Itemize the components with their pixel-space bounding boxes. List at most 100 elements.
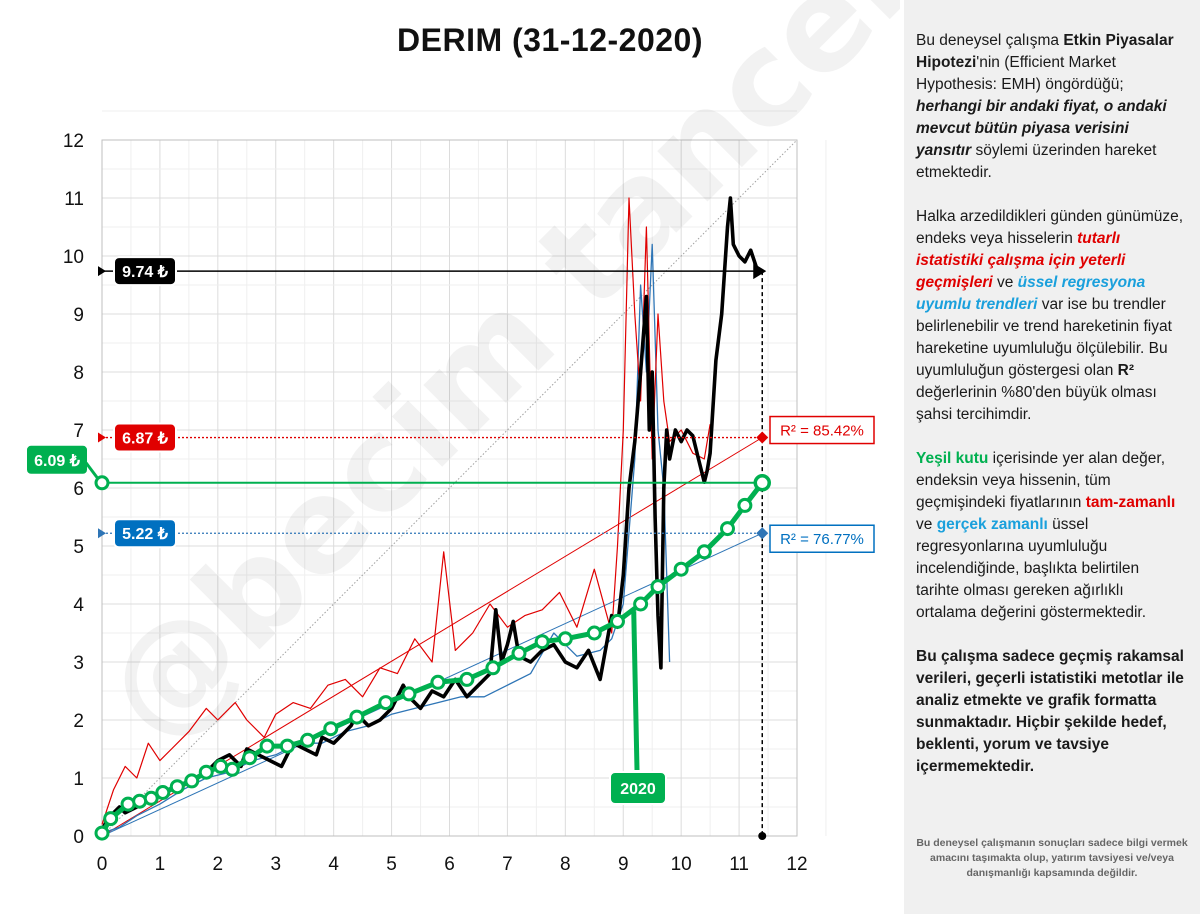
r2-label-blue-text: R² = 76.77% [780,531,864,548]
red-end-marker [756,431,769,444]
y-tick-label: 4 [73,595,84,616]
chart-title: DERIM (31-12-2020) [397,22,703,58]
y-tick-label: 8 [73,363,84,384]
text-green-highlight: Yeşil kutu [916,450,989,467]
text: içerisinde yer alan değer, endeksin veya… [916,450,1166,511]
label-current-price-text: 9.74 ₺ [122,264,169,281]
paragraph-green-box: Yeşil kutu içerisinde yer alan değer, en… [916,448,1186,624]
diagonal-reference-line [101,139,798,837]
green-marker [586,625,602,641]
year-marker-label: 2020 [609,771,667,805]
label-blue-value: 5.22 ₺ [113,518,177,549]
paragraph-emh: Bu deneysel çalışma Etkin Piyasalar Hipo… [916,30,1186,184]
green-marker [155,785,171,800]
current-date-marker [758,832,767,840]
label-green-value: 6.09 ₺ [25,443,89,476]
green-marker [323,721,339,737]
year-marker-box [609,771,667,805]
year-marker-text: 2020 [620,781,656,798]
disclaimer: Bu deneysel çalışmanın sonuçları sadece … [916,837,1188,879]
x-tick-label: 3 [270,854,281,875]
y-tick-label: 3 [73,653,84,674]
x-tick-label: 12 [786,854,807,875]
green-marker [633,596,649,612]
x-tick-label: 8 [560,854,571,875]
label-green-value-box [25,443,89,476]
green-marker [511,645,527,661]
text: Bu deneysel çalışma [916,32,1064,49]
green-marker [224,761,240,777]
text: 'nin (Efficient Market Hypothesis: EMH) … [916,54,1124,93]
y-tick-label: 2 [73,711,84,732]
x-tick-label: 5 [386,854,397,875]
green-marker [720,521,735,537]
left-marker [98,432,106,443]
y-tick-label: 9 [73,305,84,326]
chart-area: DERIM (31-12-2020) @becim tancel 0 1 2 3 4 5 6 7… [25,0,900,875]
y-tick-label: 7 [73,421,84,442]
paragraph-notice: Bu çalışma sadece geçmiş rakamsal verile… [916,648,1184,775]
green-marker [94,825,110,841]
x-tick-label: 11 [729,854,749,875]
label-current-price-box [113,256,177,287]
x-tick-label: 10 [671,854,692,875]
x-tick-label: 1 [155,854,166,875]
y-tick-label: 1 [73,769,84,790]
text: söylemi üzerinden hareket etmektedir. [916,142,1157,181]
y-tick-label: 11 [64,189,84,210]
text-blue-highlight: gerçek zamanlı [936,516,1048,533]
y-tick-label: 10 [63,247,84,268]
label-red-value-text: 6.87 ₺ [122,431,169,448]
green-marker [534,634,550,650]
text-emh: Etkin Piyasalar Hipotezi [916,32,1174,71]
text: Halka arzedildikleri günden günümüze, en… [916,208,1184,247]
series-red-line [101,197,711,825]
r2-label-red-text: R² = 85.42% [780,423,864,440]
year-marker-pointer [631,611,640,771]
label-red-value: 6.87 ₺ [113,422,177,453]
r2-label-red-box [769,415,875,445]
label-blue-value-box [113,518,177,549]
text: ve [992,274,1018,291]
green-marker [198,764,214,780]
green-marker [242,750,258,766]
label-current-price: 9.74 ₺ [113,256,177,287]
r2-label-red: R² = 85.42% [769,415,875,445]
text: var ise bu trendler belirlenebilir ve tr… [916,296,1172,379]
label-blue-value-text: 5.22 ₺ [122,526,169,543]
green-label-pointer [84,461,100,480]
r2-label-blue: R² = 76.77% [769,524,875,553]
green-marker [143,790,159,806]
green-marker [609,613,625,629]
blue-end-marker [756,527,769,540]
left-marker [98,266,106,277]
text: ve [916,516,937,533]
current-price-marker [753,263,767,280]
green-marker [650,579,666,595]
x-tick-label: 9 [618,854,629,875]
x-tick-label: 2 [213,854,224,875]
green-marker [279,738,295,754]
green-marker [459,671,475,687]
green-marker [485,660,501,676]
left-marker [94,475,110,491]
side-panel: Bu deneysel çalışma Etkin Piyasalar Hipo… [904,0,1200,914]
text: değerlerinin %80'den büyük olması şahsi … [916,384,1157,423]
r2-label-blue-box [769,524,875,553]
x-tick-label: 0 [97,854,108,875]
grid-lines [101,110,827,837]
green-marker [378,695,394,711]
left-marker [98,528,106,539]
text-red-highlight: tutarlı istatistiki çalışma için yeterli… [916,230,1126,291]
series-green-line [99,481,765,835]
paragraph-trends: Halka arzedildikleri günden günümüze, en… [916,206,1186,426]
label-red-value-box [113,422,177,453]
text-red-highlight: tam-zamanlı [1085,494,1176,511]
green-marker [401,686,417,702]
x-tick-label: 4 [328,854,339,875]
y-tick-label: 5 [73,537,84,558]
y-tick-label: 6 [73,479,84,500]
text-blue-highlight: üssel regresyona uyumlu trendleri [916,274,1146,313]
green-marker [737,497,753,513]
green-marker [696,544,712,560]
